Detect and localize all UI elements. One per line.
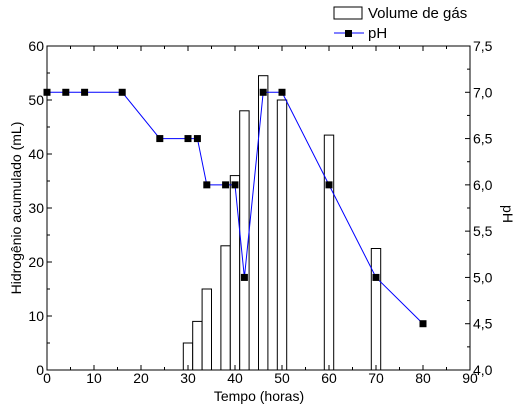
legend-bar-label: Volume de gás (368, 5, 467, 22)
y2-tick-label: 4,5 (473, 316, 493, 332)
bar (276, 99, 288, 371)
x-tick-label: 40 (227, 370, 243, 386)
ph-line (47, 91, 424, 325)
y-tick-label: 40 (28, 146, 44, 162)
legend-marker-swatch (345, 30, 352, 37)
ph-point (278, 88, 286, 96)
x-tick-label: 90 (462, 370, 478, 386)
ph-point (222, 181, 230, 189)
ph-point (231, 181, 239, 189)
y2-axis-title: pH (500, 205, 513, 223)
x-tick-label: 50 (274, 370, 290, 386)
bar (229, 175, 241, 371)
ph-point (240, 273, 248, 281)
y-tick-label: 10 (28, 308, 44, 324)
x-tick-label: 10 (86, 370, 102, 386)
x-tick-label: 20 (133, 370, 149, 386)
legend-bar-swatch (333, 6, 363, 20)
bar (192, 320, 203, 371)
bar (370, 248, 382, 371)
x-tick-label: 70 (368, 370, 384, 386)
ph-point (118, 88, 126, 96)
y-tick-label: 50 (28, 92, 44, 108)
ph-point (156, 135, 164, 143)
y2-tick-label: 5,0 (473, 269, 493, 285)
y2-tick-label: 6,5 (473, 131, 493, 147)
ph-point (203, 181, 211, 189)
ph-point (325, 181, 333, 189)
x-tick-label: 30 (180, 370, 196, 386)
ph-point (184, 135, 192, 143)
y2-tick-label: 7,5 (473, 38, 493, 54)
legend: Volume de gás pH (333, 5, 467, 42)
x-tick-label: 80 (415, 370, 431, 386)
bar (323, 134, 335, 371)
y2-tick-label: 7,0 (473, 84, 493, 100)
ph-point (193, 135, 201, 143)
y-axis-title: Hidrogênio acumulado (mL) (8, 122, 24, 295)
x-tick-label: 60 (321, 370, 337, 386)
ph-point (259, 88, 267, 96)
bar (220, 245, 231, 371)
bar (201, 288, 213, 371)
x-axis-title: Tempo (horas) (214, 388, 304, 404)
y2-tick-label: 6,0 (473, 177, 493, 193)
ph-point (372, 273, 380, 281)
ph-point (62, 88, 70, 96)
y-tick-label: 20 (28, 254, 44, 270)
bars-layer (182, 75, 382, 371)
legend-line-label: pH (368, 25, 387, 42)
ph-point (81, 88, 89, 96)
y-tick-label: 0 (36, 362, 44, 378)
y2-tick-label: 5,5 (473, 223, 493, 239)
x-tick-label: 0 (43, 370, 51, 386)
y-tick-label: 60 (28, 38, 44, 54)
ph-point (419, 320, 427, 328)
y2-tick-label: 4,0 (473, 362, 493, 378)
ticks-layer: 0 10 20 30 40 50 60 70 80 90 0 10 20 30 40 50 60 4,0 4,5 5,… (28, 38, 492, 386)
y-tick-label: 30 (28, 200, 44, 216)
